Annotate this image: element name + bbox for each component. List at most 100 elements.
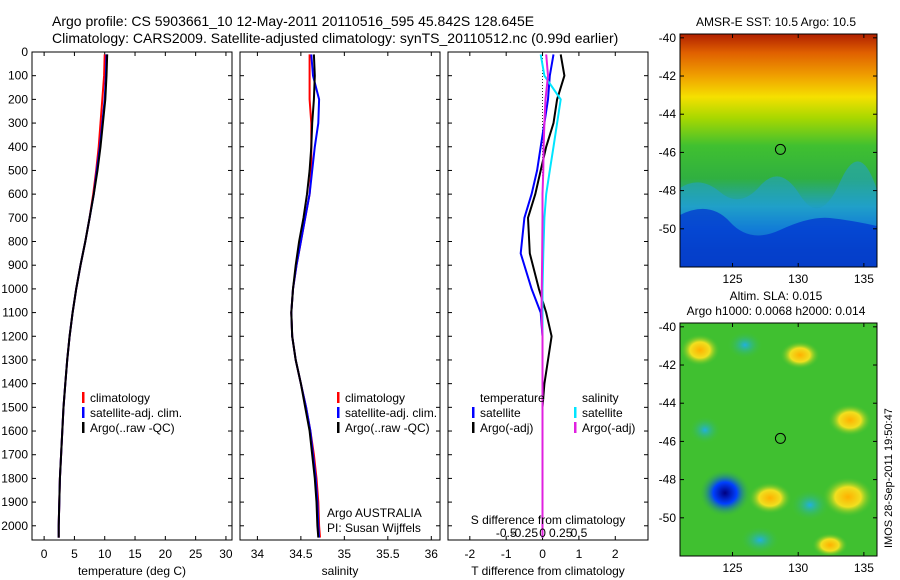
argo-location-marker xyxy=(774,432,786,444)
s-tick-label: 0 xyxy=(539,526,546,540)
x-tick-label: 5 xyxy=(71,547,78,561)
series-line xyxy=(290,54,321,538)
map-x-tick-label: 130 xyxy=(788,561,808,575)
difference-y-ticks xyxy=(448,51,648,527)
map-y-tick-label: -42 xyxy=(659,69,677,83)
anticyclonic-eddy xyxy=(822,477,874,517)
map-y-tick-label: -42 xyxy=(659,358,677,372)
y-tick-label: 400 xyxy=(8,140,28,154)
header-line1: Argo profile: CS 5903661_10 12-May-2011 … xyxy=(52,13,534,29)
legend-label-s-satellite: satellite xyxy=(582,406,623,420)
x-tick-label: 10 xyxy=(98,547,112,561)
series-line xyxy=(57,54,106,538)
map-y-tick-label: -44 xyxy=(659,396,677,410)
difference-x-ticks: -2 -1 0 1 2 xyxy=(464,52,619,561)
x-tick-label: 2 xyxy=(612,547,619,561)
argo-location-marker xyxy=(774,143,786,155)
legend-swatch-satellite xyxy=(82,407,85,418)
legend-swatch-argo xyxy=(82,422,85,433)
map-y-tick-label: -44 xyxy=(659,107,677,121)
x-tick-label: 30 xyxy=(219,547,233,561)
legend-label-argo: Argo(..raw -QC) xyxy=(90,421,175,435)
series-line xyxy=(290,54,321,538)
x-tick-label: 0 xyxy=(41,547,48,561)
y-tick-label: 1000 xyxy=(1,282,28,296)
x-tick-label: 15 xyxy=(128,547,142,561)
legend-title-temperature: temperature xyxy=(480,391,545,405)
anticyclonic-eddy xyxy=(748,482,792,514)
map-y-tick-label: -50 xyxy=(659,222,677,236)
salinity-axes-box xyxy=(239,51,441,541)
difference-top-label: S difference from climatology xyxy=(471,513,626,527)
y-tick-label: 100 xyxy=(8,69,28,83)
series-line xyxy=(57,54,109,538)
temperature-lines xyxy=(57,54,109,538)
legend-swatch-t-argo xyxy=(472,422,475,433)
cool-eddy xyxy=(790,489,830,521)
map-y-tick-label: -40 xyxy=(659,31,677,45)
s-tick-label: -0.5 xyxy=(496,526,517,540)
y-tick-label: 300 xyxy=(8,116,28,130)
y-tick-label: 600 xyxy=(8,187,28,201)
sst-map-panel: AMSR-E SST: 10.5 Argo: 10.5 -40 -42 -44 -46… xyxy=(659,15,878,286)
sla-map-panel: Altim. SLA: 0.015 Argo h1000: 0.0068 h20… xyxy=(659,289,878,575)
sst-map-title: AMSR-E SST: 10.5 Argo: 10.5 xyxy=(696,15,856,29)
cyclonic-eddy xyxy=(699,469,751,517)
legend-label-argo: Argo(..raw -QC) xyxy=(345,421,430,435)
y-tick-label: 1900 xyxy=(1,495,28,509)
difference-panel: -2 -1 0 1 2 T difference from climatology S … xyxy=(447,51,649,578)
legend-label-climatology: climatology xyxy=(90,391,150,405)
sst-map-ticks: -40 -42 -44 -46 -48 -50 125 130 135 xyxy=(659,31,877,286)
x-tick-label: 34 xyxy=(251,547,265,561)
legend-swatch-climatology xyxy=(82,392,85,403)
y-tick-label: 0 xyxy=(21,45,28,59)
map-y-tick-label: -48 xyxy=(659,184,677,198)
map-x-tick-label: 125 xyxy=(723,561,743,575)
legend-swatch-s-argo xyxy=(574,422,577,433)
x-tick-label: 20 xyxy=(159,547,173,561)
salinity-y-ticks xyxy=(240,51,440,527)
sla-map-title: Altim. SLA: 0.015 xyxy=(730,289,823,303)
sla-map-subtitle: Argo h1000: 0.0068 h2000: 0.014 xyxy=(687,304,866,318)
legend-swatch-satellite xyxy=(337,407,340,418)
x-tick-label: 35.5 xyxy=(376,547,400,561)
map-y-tick-label: -46 xyxy=(659,145,677,159)
y-tick-label: 1300 xyxy=(1,353,28,367)
y-tick-label: 1800 xyxy=(1,471,28,485)
y-tick-label: 500 xyxy=(8,163,28,177)
header-line2: Climatology: CARS2009. Satellite-adjuste… xyxy=(52,30,618,46)
series-line xyxy=(519,54,555,538)
legend-label-s-argo: Argo(-adj) xyxy=(582,421,635,435)
legend-label-climatology: climatology xyxy=(345,391,405,405)
float-owner-annotation: Argo AUSTRALIA xyxy=(327,506,422,520)
y-tick-label: 1200 xyxy=(1,329,28,343)
legend-label-satellite: satellite-adj. clim. xyxy=(90,406,182,420)
map-x-tick-label: 135 xyxy=(854,272,874,286)
legend-swatch-s-satellite xyxy=(574,407,577,418)
salinity-panel: 34 34.5 35 35.5 36 salinity climatology sate… xyxy=(239,51,441,578)
sst-cold-water xyxy=(680,208,877,267)
y-tick-label: 1100 xyxy=(2,306,28,320)
sla-axes-box xyxy=(679,322,878,557)
x-tick-label: 25 xyxy=(189,547,203,561)
legend-label-t-satellite: satellite xyxy=(480,406,521,420)
salinity-lines xyxy=(290,54,321,538)
legend-label-t-argo: Argo(-adj) xyxy=(480,421,533,435)
y-tick-label: 800 xyxy=(8,235,28,249)
y-tick-label: 1700 xyxy=(1,448,28,462)
temperature-x-ticks: 0 5 10 15 20 25 30 xyxy=(41,52,233,561)
sla-map-ticks: -40 -42 -44 -46 -48 -50 125 130 135 xyxy=(659,320,877,575)
y-tick-label: 900 xyxy=(8,258,28,272)
y-tick-label: 200 xyxy=(8,92,28,106)
difference-axes-box xyxy=(447,51,649,541)
x-tick-label: 34.5 xyxy=(289,547,313,561)
x-tick-label: 35 xyxy=(338,547,352,561)
y-tick-label: 1500 xyxy=(1,400,28,414)
y-tick-label: 2000 xyxy=(1,519,28,533)
s-tick-label: -0.25 xyxy=(511,526,539,540)
temperature-panel: 0100200300400500600700800900100011001200… xyxy=(1,45,233,578)
x-tick-label: 1 xyxy=(576,547,583,561)
salinity-legend: climatology satellite-adj. clim. Argo(..… xyxy=(337,391,437,435)
sst-axes-box xyxy=(679,33,878,268)
series-line xyxy=(540,54,550,538)
